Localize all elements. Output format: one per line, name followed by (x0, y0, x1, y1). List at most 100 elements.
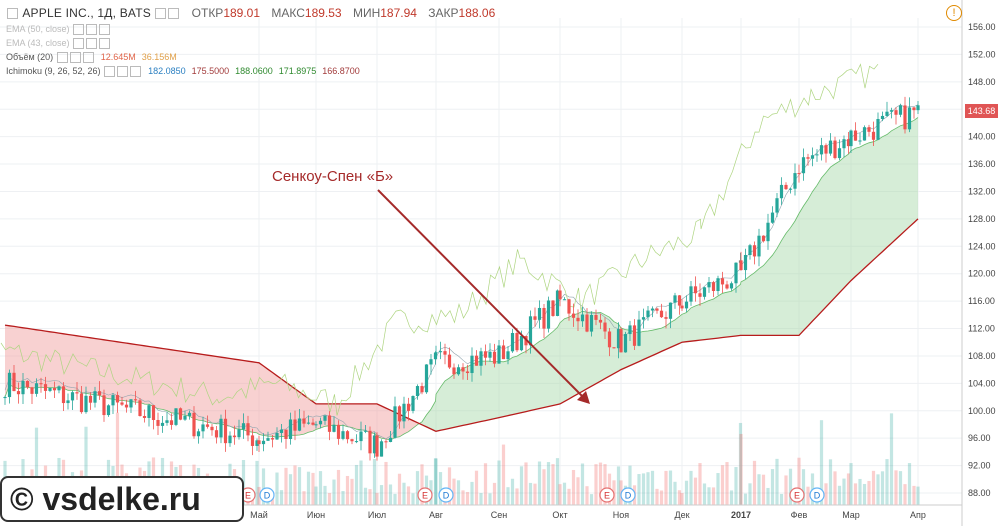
candle-body (379, 441, 384, 457)
candle-body (93, 391, 97, 403)
candle-body (314, 424, 318, 426)
volume-bar (853, 483, 858, 505)
candle-body (438, 351, 443, 353)
indicator-ichimoku[interactable]: Ichimoku (9, 26, 52, 26) 182.0850 175.500… (6, 66, 360, 78)
eye-icon[interactable] (73, 24, 85, 36)
candle-body (461, 367, 465, 372)
indicator-volume[interactable]: Объём (20) 12.645M 36.156M (6, 52, 177, 64)
candle-body (465, 371, 470, 374)
candle-body (828, 140, 833, 154)
candle-body (151, 405, 156, 421)
y-tick-label: 152.00 (968, 49, 996, 59)
indicator-ema-2[interactable]: EMA (43, close) (6, 38, 111, 50)
candle-body (297, 418, 302, 431)
candle-body (411, 396, 415, 411)
volume-bar (603, 464, 607, 505)
eye-icon[interactable] (104, 66, 116, 78)
candle-body (16, 391, 21, 395)
cloud-segment (661, 325, 666, 352)
volume-bar (885, 459, 889, 505)
watermark: © vsdelke.ru (0, 476, 244, 522)
cloud-segment (839, 157, 844, 293)
y-tick-label: 132.00 (968, 186, 996, 196)
cloud-segment (422, 414, 427, 427)
cloud-segment (891, 128, 896, 244)
volume-bar (368, 489, 372, 505)
span-b-line (4, 218, 919, 432)
close-icon[interactable] (130, 66, 142, 78)
cloud-segment (905, 122, 910, 231)
candle-body (748, 245, 752, 255)
volume-bar (650, 470, 655, 505)
cloud-segment (499, 361, 504, 418)
x-tick-label: Мар (842, 510, 860, 520)
candle-body (434, 352, 438, 354)
settings-icon[interactable] (155, 8, 167, 20)
candle-body (470, 355, 474, 374)
volume-bar (912, 485, 916, 505)
gear-icon[interactable] (117, 66, 129, 78)
symbol-title: APPLE INC., 1Д, BATS (22, 6, 151, 20)
warning-icon[interactable]: ! (946, 5, 962, 21)
candle-body (806, 157, 810, 159)
candle-body (876, 119, 880, 140)
last-price-tag: 143.68 (965, 104, 998, 118)
eye-icon[interactable] (73, 38, 85, 50)
close-icon[interactable] (99, 38, 111, 50)
cloud-segment (144, 345, 149, 405)
candle-body (858, 140, 862, 142)
gear-icon[interactable] (86, 38, 98, 50)
cloud-segment (909, 120, 914, 227)
candle-body (12, 372, 16, 392)
eye-icon[interactable] (56, 52, 68, 64)
volume-bar (743, 493, 748, 505)
close-value: 188.06 (458, 6, 496, 20)
cloud-segment (113, 341, 118, 401)
cloud-segment (544, 335, 549, 408)
indicator-ema-1[interactable]: EMA (50, close) (6, 24, 111, 36)
candle-body (156, 420, 160, 426)
collapse-icon[interactable] (7, 8, 18, 20)
annotation-arrow: Сенкоу-Спен «Б» (272, 168, 590, 404)
volume-bar (898, 471, 903, 505)
x-tick-label: Авг (429, 510, 444, 520)
volume-bar (806, 486, 810, 505)
volume-bar (598, 462, 603, 505)
gear-icon[interactable] (69, 52, 81, 64)
volume-bar (350, 478, 354, 505)
close-icon[interactable] (99, 24, 111, 36)
candle-body (214, 430, 219, 438)
cloud-segment (790, 220, 795, 336)
volume-bar (616, 466, 621, 505)
candle-body (815, 154, 819, 156)
cloud-segment (361, 403, 366, 431)
candle-body (255, 440, 259, 446)
candle-body (187, 412, 192, 416)
volume-bar (515, 488, 519, 505)
candle-body (70, 392, 75, 401)
cloud-segment (695, 304, 700, 341)
candle-body (97, 391, 102, 396)
candle-body (655, 308, 659, 311)
cloud-segment (54, 332, 59, 388)
cloud-segment (476, 361, 481, 423)
candle-body (664, 317, 668, 319)
candle-body (447, 354, 452, 368)
candle-body (250, 435, 255, 446)
volume-bar (558, 484, 562, 505)
close-icon[interactable] (82, 52, 94, 64)
hide-icon[interactable] (168, 8, 180, 20)
candle-body (142, 415, 147, 418)
volume-bar (576, 477, 580, 505)
candle-body (48, 388, 52, 391)
candle-body (302, 418, 306, 424)
candle-body (698, 293, 702, 297)
volume-bar (903, 484, 907, 505)
x-tick-label: Окт (552, 510, 567, 520)
candle-body (257, 440, 261, 445)
cloud-segment (844, 154, 849, 288)
gear-icon[interactable] (86, 24, 98, 36)
event-marker-label: E (604, 491, 610, 501)
candle-body (871, 131, 876, 140)
